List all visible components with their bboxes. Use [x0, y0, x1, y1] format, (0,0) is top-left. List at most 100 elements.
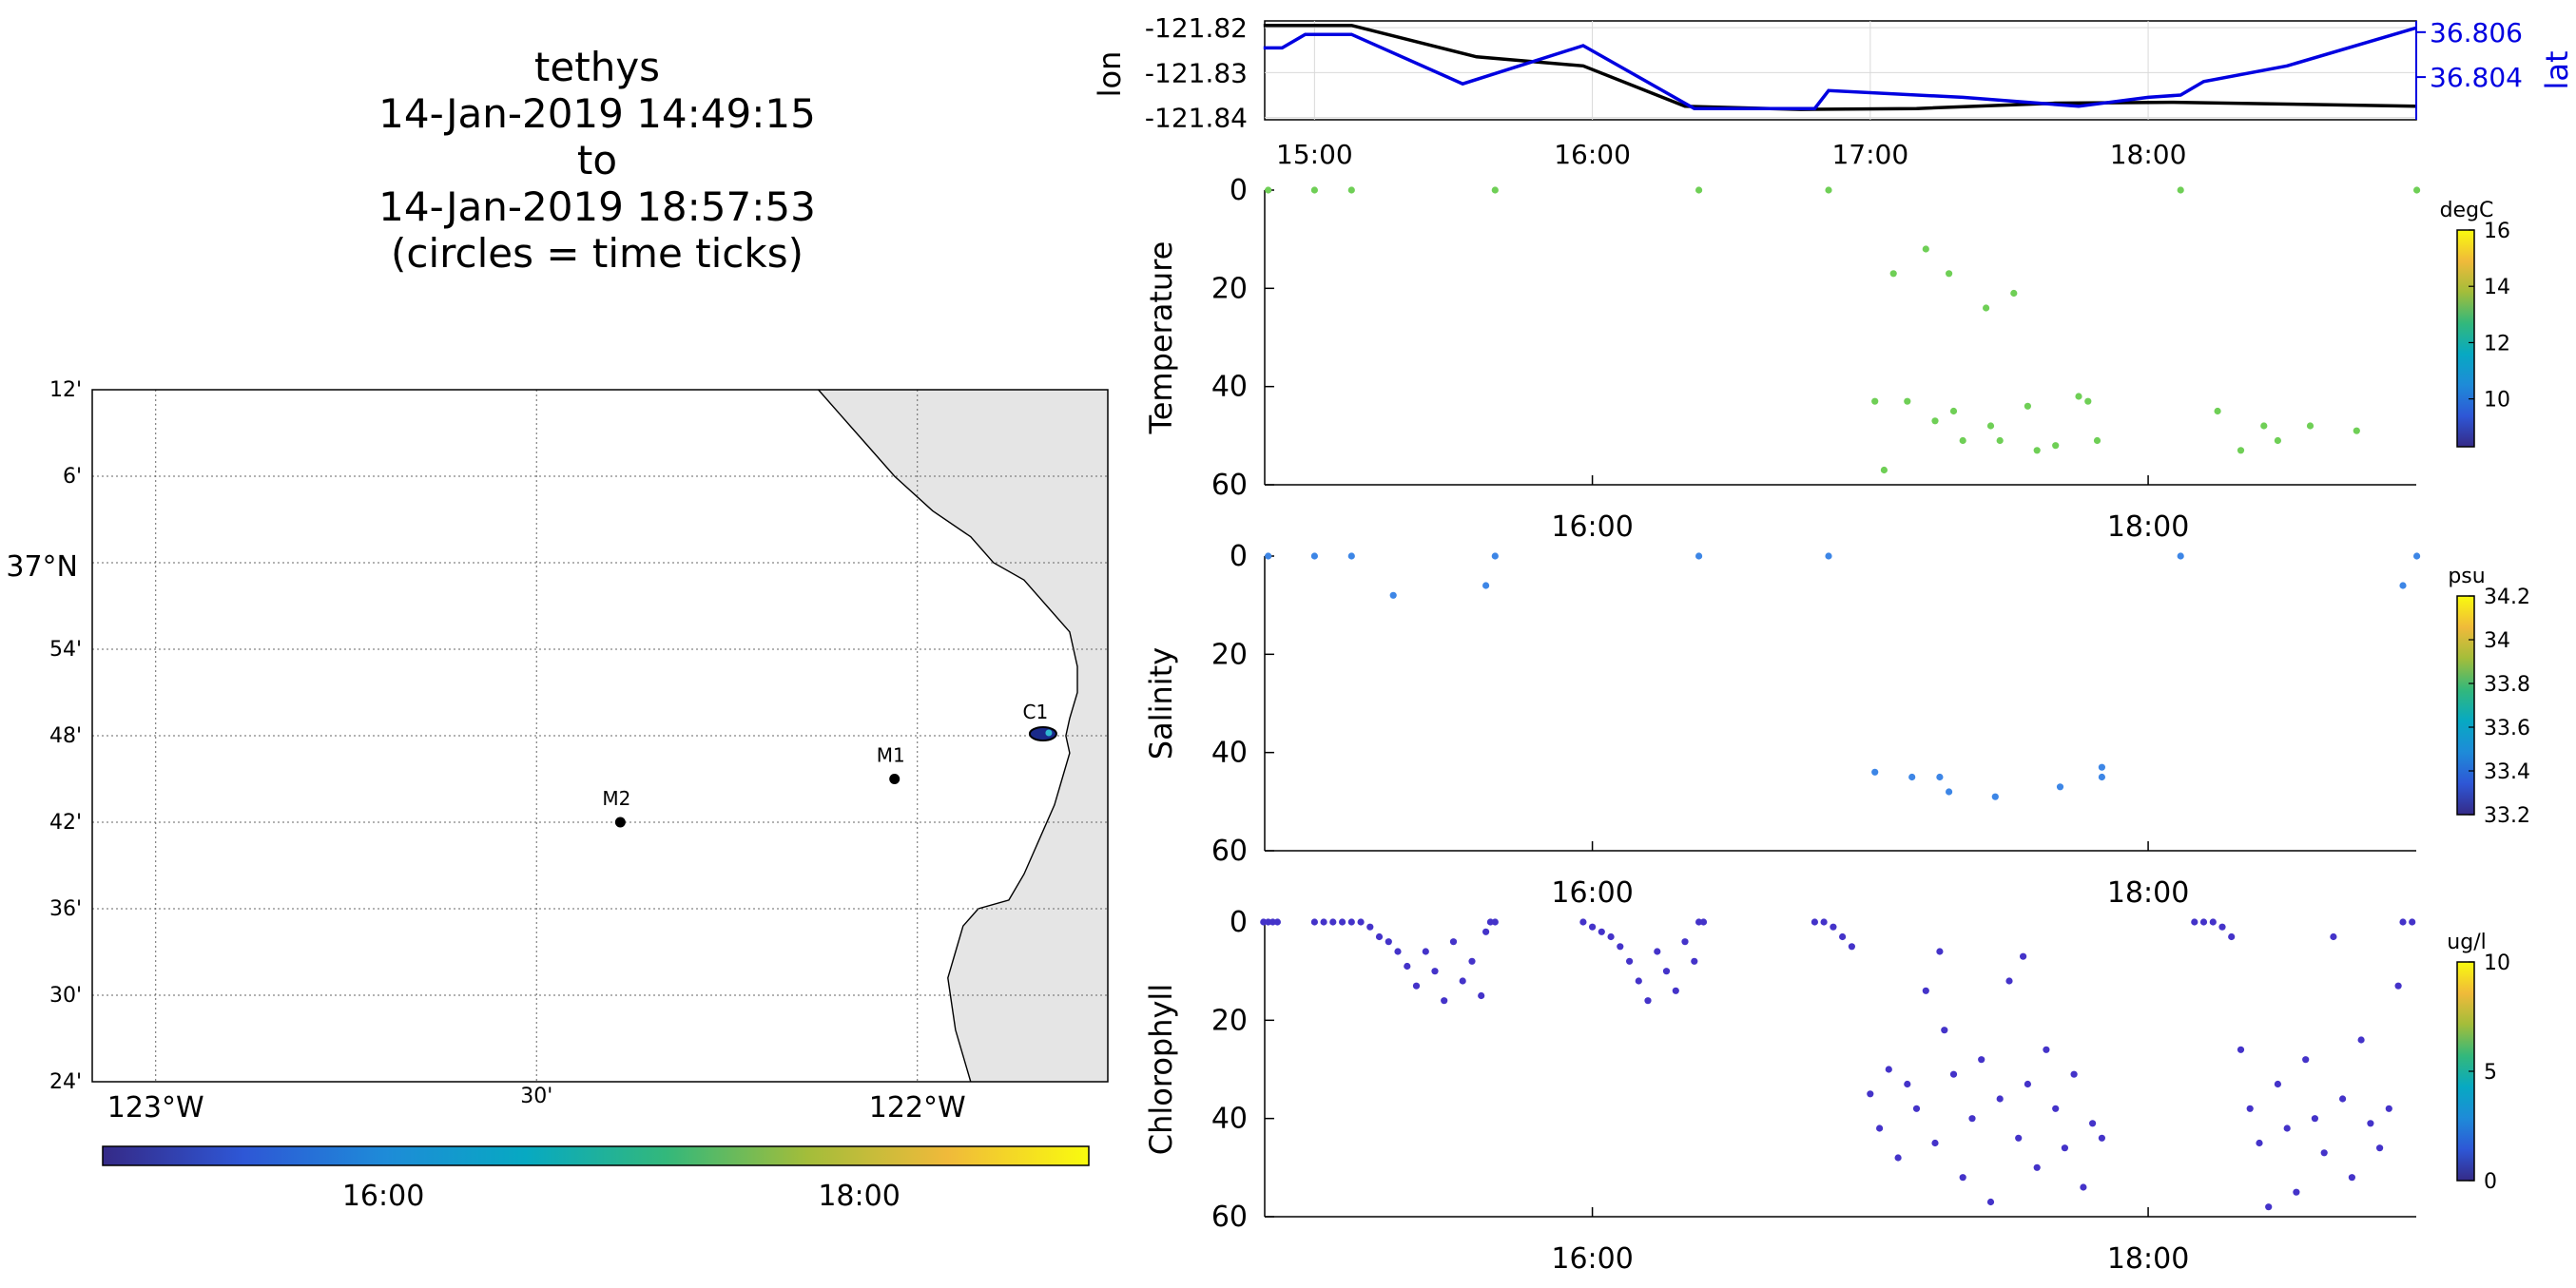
- map-lon-label-2: 122°W: [869, 1091, 966, 1125]
- chlorophyll-y-tick-1: 20: [1211, 1004, 1248, 1037]
- chlorophyll-point-34: [1654, 948, 1661, 955]
- salinity-x-tick-0: 16:00: [1551, 876, 1633, 910]
- temperature-point-31: [2306, 422, 2315, 430]
- title-line-1: tethys: [534, 44, 660, 90]
- track-ylabel-right: lat: [2539, 50, 2575, 89]
- time-colorbar-bar: [102, 1145, 1090, 1166]
- chlorophyll-point-5: [1320, 918, 1327, 926]
- chlorophyll-point-4: [1310, 918, 1318, 926]
- chlorophyll-point-30: [1617, 943, 1624, 951]
- temperature-point-1: [1310, 186, 1318, 194]
- temperature-point-23: [2075, 393, 2082, 400]
- chlorophyll-point-28: [1598, 928, 1605, 935]
- salinity-y-tick-0: 0: [1230, 540, 1248, 573]
- salinity-ylabel: Salinity: [1143, 647, 1179, 759]
- temperature-point-4: [1695, 186, 1703, 194]
- chlorophyll-point-60: [1996, 1095, 2004, 1103]
- salinity-colorbar-tick-3: 33.6: [2484, 717, 2530, 740]
- chlorophyll-point-76: [2209, 918, 2217, 926]
- temperature-point-2: [1347, 186, 1355, 194]
- map-coastline: [818, 389, 1078, 1083]
- chlorophyll-point-62: [2015, 1134, 2023, 1142]
- chlorophyll-point-83: [2274, 1080, 2281, 1088]
- track-y-tick-0: -121.82: [1145, 12, 1248, 44]
- salinity-colorbar-tick-0: 34.2: [2484, 586, 2530, 609]
- chlorophyll-point-43: [1830, 923, 1837, 931]
- temperature-point-27: [2214, 407, 2221, 415]
- map-lat-label-0: 12': [49, 378, 82, 402]
- temperature-colorbar-tick-3: 10: [2484, 389, 2510, 413]
- chlorophyll-point-49: [1894, 1154, 1902, 1162]
- chlorophyll-colorbar-units: ug/l: [2447, 931, 2486, 954]
- chlorophyll-point-98: [2409, 918, 2416, 926]
- chlorophyll-point-70: [2089, 1120, 2097, 1127]
- salinity-colorbar-tick-2: 33.8: [2484, 673, 2530, 697]
- temperature-point-16: [1949, 407, 1958, 415]
- map-lat-label-6: 36': [49, 897, 82, 921]
- chlorophyll-point-73: [2020, 952, 2027, 960]
- chlorophyll-point-48: [1885, 1066, 1892, 1073]
- temperature-point-11: [1983, 304, 1990, 312]
- track-x-tick-3: 18:00: [2110, 139, 2187, 170]
- temperature-colorbar: [2456, 229, 2475, 448]
- chlorophyll-point-29: [1607, 932, 1615, 941]
- chlorophyll-point-81: [2256, 1139, 2263, 1147]
- chlorophyll-point-11: [1375, 932, 1384, 941]
- temperature-point-5: [1825, 186, 1832, 194]
- title-line-5: (circles = time ticks): [391, 230, 804, 277]
- temperature-ylabel: Temperature: [1143, 241, 1179, 435]
- chlorophyll-point-22: [1478, 991, 1485, 1000]
- temperature-y-tick-0: 0: [1230, 174, 1248, 207]
- title-line-3: to: [577, 137, 617, 183]
- chlorophyll-point-97: [2399, 918, 2407, 926]
- salinity-colorbar: [2456, 595, 2475, 816]
- chlorophyll-point-82: [2265, 1203, 2273, 1211]
- salinity-y-tick-1: 20: [1211, 638, 1248, 671]
- salinity-point-15: [1991, 793, 1999, 800]
- chlorophyll-point-12: [1385, 938, 1392, 946]
- salinity-point-1: [1310, 552, 1318, 560]
- chlorophyll-point-94: [2376, 1144, 2384, 1152]
- temperature-point-22: [2052, 442, 2060, 450]
- salinity-point-18: [2098, 773, 2105, 781]
- temperature-point-7: [2413, 186, 2421, 194]
- title-line-4: 14-Jan-2019 18:57:53: [378, 183, 816, 230]
- chlorophyll-y-tick-2: 40: [1211, 1103, 1248, 1136]
- chlorophyll-point-16: [1422, 948, 1429, 955]
- chlorophyll-point-20: [1459, 977, 1466, 985]
- chlorophyll-point-6: [1329, 918, 1337, 926]
- temperature-y-tick-3: 60: [1211, 469, 1248, 502]
- chlorophyll-point-19: [1449, 938, 1458, 946]
- chlorophyll-plot: 0 20 40 60 16:00 18:00 Chlorophyll ug/l10 5 0: [1143, 906, 2510, 1276]
- salinity-point-2: [1347, 552, 1355, 560]
- map-vehicle-track: [1028, 726, 1057, 741]
- chlorophyll-point-56: [1959, 1174, 1966, 1182]
- chlorophyll-point-47: [1876, 1125, 1884, 1132]
- temperature-point-0: [1265, 186, 1272, 194]
- salinity-y-tick-3: 60: [1211, 835, 1248, 868]
- chlorophyll-point-72: [1936, 948, 1944, 955]
- chlorophyll-point-68: [2070, 1070, 2078, 1078]
- temperature-colorbar-tick-0: 16: [2484, 220, 2510, 243]
- map-frame: [91, 389, 1109, 1083]
- chlorophyll-point-15: [1412, 982, 1421, 990]
- chlorophyll-point-7: [1339, 918, 1346, 926]
- chlorophyll-point-8: [1347, 918, 1355, 926]
- chlorophyll-point-35: [1662, 968, 1671, 975]
- salinity-point-3: [1491, 552, 1499, 560]
- map-station-label-2: C1: [1023, 701, 1049, 723]
- temperature-point-29: [2260, 422, 2268, 430]
- temperature-point-26: [1880, 466, 1888, 474]
- chlorophyll-point-32: [1635, 977, 1642, 985]
- chlorophyll-point-88: [2320, 1149, 2328, 1157]
- temperature-point-21: [2033, 447, 2041, 454]
- track-y2-tick-1: 36.804: [2430, 62, 2523, 93]
- track-y-tick-1: -121.83: [1145, 57, 1248, 88]
- chlorophyll-point-38: [1691, 957, 1698, 965]
- chlorophyll-point-31: [1626, 957, 1634, 965]
- chlorophyll-point-84: [2283, 1125, 2291, 1132]
- salinity-point-6: [2177, 552, 2184, 560]
- temperature-colorbar-tick-1: 14: [2484, 276, 2510, 299]
- chlorophyll-point-46: [1867, 1090, 1874, 1098]
